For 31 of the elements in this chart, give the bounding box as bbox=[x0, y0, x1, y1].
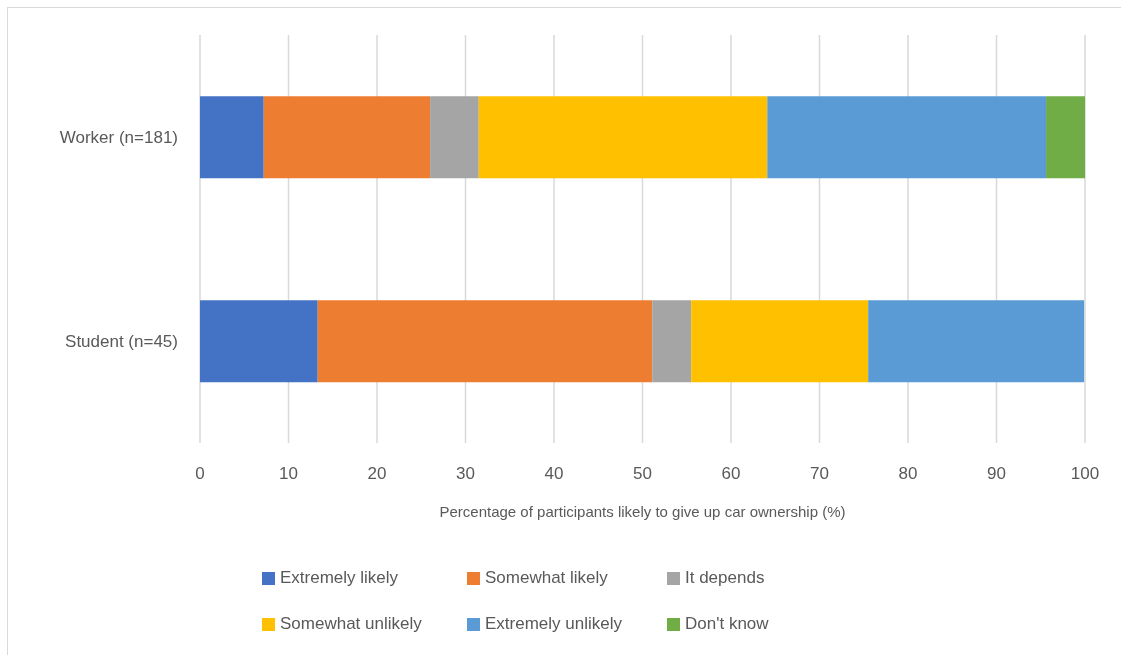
x-tick-label: 20 bbox=[367, 464, 387, 484]
x-tick-label: 40 bbox=[544, 464, 564, 484]
y-tick-label: Worker (n=181) bbox=[59, 128, 178, 148]
legend-label: Extremely likely bbox=[280, 568, 399, 588]
legend-label: Somewhat likely bbox=[485, 568, 608, 588]
x-axis-title: Percentage of participants likely to give up car ownership (%) bbox=[439, 503, 846, 520]
bar bbox=[691, 300, 869, 383]
bar bbox=[767, 96, 1047, 179]
bar bbox=[1046, 96, 1085, 179]
x-tick-label: 0 bbox=[195, 464, 205, 484]
bar bbox=[200, 96, 264, 179]
y-tick-label: Student (n=45) bbox=[65, 332, 178, 352]
x-tick-label: 90 bbox=[987, 464, 1006, 484]
legend-label: Extremely unlikely bbox=[485, 614, 622, 634]
legend-label: It depends bbox=[685, 568, 765, 588]
legend-label: Don't know bbox=[685, 614, 769, 634]
bar bbox=[200, 300, 318, 383]
x-tick-label: 70 bbox=[810, 464, 829, 484]
bar bbox=[430, 96, 479, 179]
x-tick-label: 80 bbox=[898, 464, 918, 484]
bar bbox=[868, 300, 1085, 383]
x-tick-label: 10 bbox=[279, 464, 298, 484]
bar bbox=[652, 300, 692, 383]
bar bbox=[317, 300, 653, 383]
x-tick-label: 60 bbox=[721, 464, 741, 484]
x-tick-label: 100 bbox=[1070, 464, 1100, 484]
legend-label: Somewhat unlikely bbox=[280, 614, 422, 634]
x-tick-label: 30 bbox=[456, 464, 475, 484]
bar bbox=[478, 96, 768, 179]
x-tick-label: 50 bbox=[633, 464, 652, 484]
bar bbox=[263, 96, 431, 179]
